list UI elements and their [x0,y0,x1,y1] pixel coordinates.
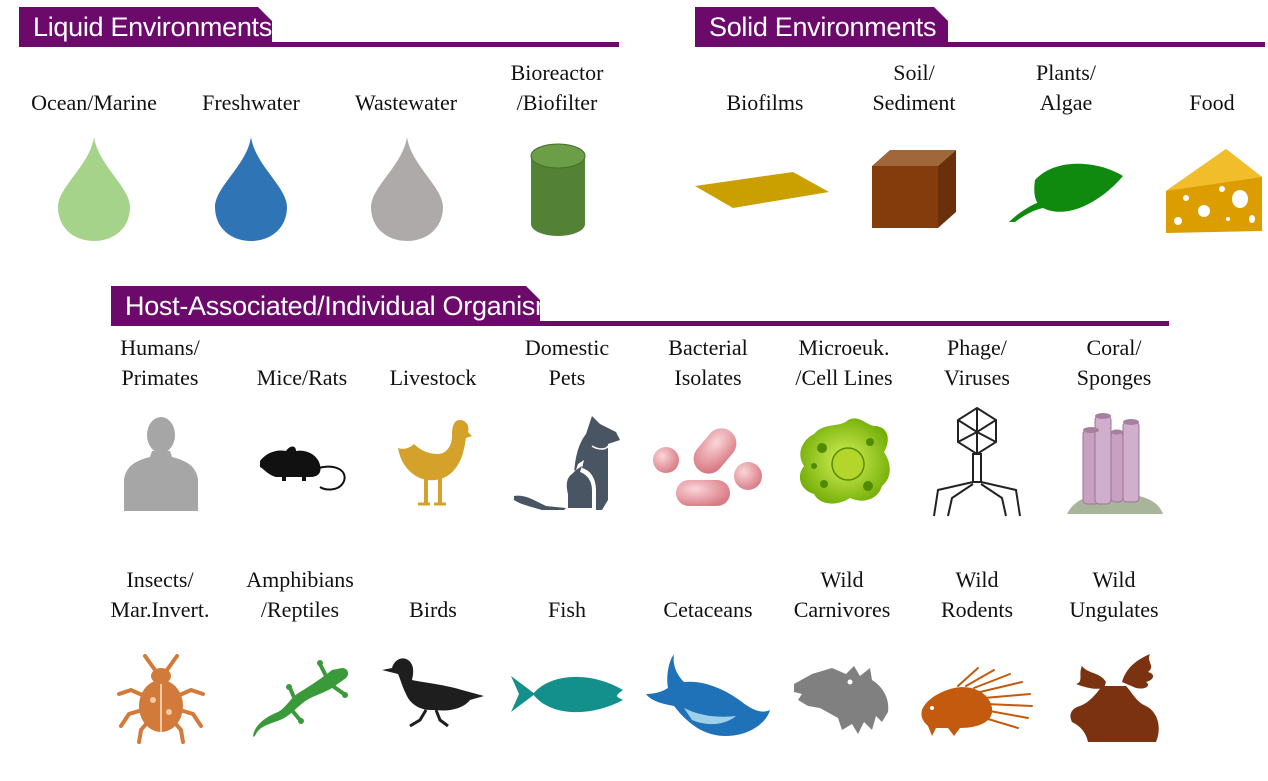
item-label-bacteria: Bacterial Isolates [668,335,748,390]
item-label-phage: Phage/Viruses [944,335,1010,390]
dog-cat-icon [512,410,622,514]
item-label-carnivores: Wild Carnivores [793,567,891,622]
host-section-rule [111,321,1169,326]
item-label-insects: Insects/Mar.Invert. [110,567,210,622]
item-label-birds: Birds [409,597,457,622]
chicken-icon [394,416,474,510]
item-label-ocean: Ocean/Marine [31,90,157,115]
item-label-freshwater: Freshwater [202,90,300,115]
item-label-soil: Soil/Sediment [872,60,956,115]
host-section-title: Host-Associated/Individual Organisms [111,286,540,326]
porcupine-icon [918,666,1034,738]
wastewater-drop-icon [367,135,447,243]
mouse-icon [256,443,348,495]
liquid-section-title: Liquid Environments [19,7,272,47]
item-label-fish: Fish [548,597,586,622]
liquid-section-rule [19,42,619,47]
cheese-icon [1164,143,1264,235]
item-label-coral: Coral/Sponges [1076,335,1152,390]
item-label-rodents: Wild Rodents [940,567,1014,622]
fish-icon [507,670,627,718]
solid-section-rule [695,42,1265,47]
item-label-microeuk: Microeuk./Cell Lines [795,335,893,390]
beetle-icon [113,650,209,746]
ocean-drop-icon [54,135,134,243]
moose-icon [1066,652,1162,744]
wolf-icon [792,664,892,736]
item-label-plants: Plants/Algae [1036,60,1096,115]
item-label-bioreactor: Bioreactor/Biofilter [510,60,604,115]
item-label-ungulates: Wild Ungulates [1069,567,1159,622]
bird-icon [380,654,486,728]
item-label-cetaceans: Cetaceans [663,597,753,622]
freshwater-drop-icon [211,135,291,243]
solid-section-title: Solid Environments [695,7,948,47]
item-label-pets: Domestic Pets [524,335,610,390]
gecko-icon [250,654,354,740]
cell-icon [794,414,894,510]
cylinder-icon [527,140,589,240]
leaf-icon [1005,158,1125,224]
item-label-amphibians: Amphibians/Reptiles [246,567,354,622]
item-label-mice: Mice/Rats [256,365,348,390]
item-label-livestock: Livestock [389,365,477,390]
item-label-food: Food [1189,90,1235,115]
sponge-icon [1065,410,1165,518]
whale-icon [644,652,772,738]
soil-cube-icon [870,148,960,232]
item-label-humans: Humans/Primates [120,335,200,390]
item-label-wastewater: Wastewater [354,90,458,115]
bacteria-icon [650,422,768,510]
item-label-biofilms: Biofilms [726,90,804,115]
phage-icon [932,406,1022,518]
film-sheet-icon [693,168,831,212]
human-silhouette-icon [122,415,200,513]
